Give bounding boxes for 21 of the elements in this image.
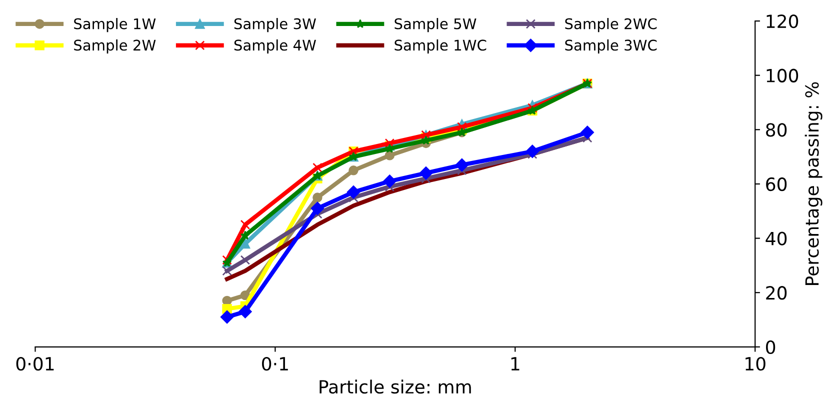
x-axis-title: Particle size: mm [320,380,471,394]
legend-label: Sample 3WC [565,39,657,54]
x-tick-label: 0·1 [262,356,288,371]
y-tick-label: 40 [766,232,787,246]
y-tick-label: 0 [766,340,776,354]
legend-label: Sample 2WC [565,18,657,32]
legend-label: Sample 1W [74,18,156,32]
y-tick-label: 80 [766,123,787,137]
x-tick-label: 1 [511,357,520,370]
legend-label: Sample 3W [234,18,316,32]
y-tick-label: 20 [766,286,787,300]
x-tick-label: 10 [746,356,766,371]
y-axis-title: Percentage passing: % [804,82,822,285]
legend-label: Sample 2W [74,39,156,54]
x-tick-label: 0·01 [16,356,54,371]
y-tick-label: 60 [766,177,787,192]
legend-label: Sample 4W [234,39,316,54]
legend-label: Sample 5W [394,18,476,32]
legend-label: Sample 1WC [394,39,486,54]
y-tick-label: 120 [766,14,798,28]
y-tick-label: 100 [766,68,798,82]
